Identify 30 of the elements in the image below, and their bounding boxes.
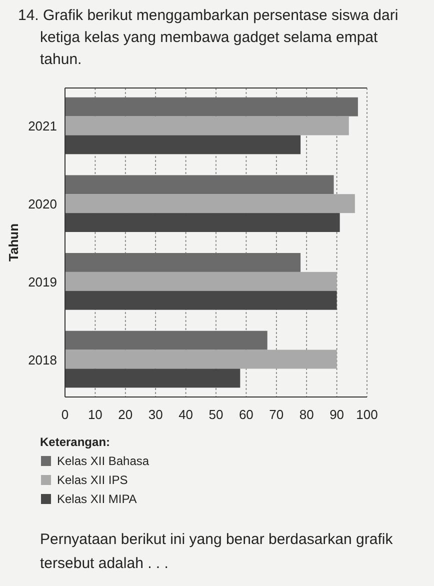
bar bbox=[65, 368, 240, 388]
x-tick-label: 30 bbox=[148, 407, 163, 422]
x-tick-label: 90 bbox=[330, 407, 344, 422]
bar bbox=[65, 135, 301, 154]
bar bbox=[65, 272, 337, 291]
x-tick-label: 70 bbox=[269, 407, 284, 422]
x-tick-label: 100 bbox=[356, 407, 378, 422]
bar bbox=[65, 194, 355, 214]
bar bbox=[65, 290, 337, 310]
x-tick-label: 20 bbox=[118, 407, 133, 422]
chart-title: 14. Grafik berikut menggambarkan persentase siswa dari ketiga kelas yang membawa gadget selama empat tahun. bbox=[18, 7, 398, 68]
x-tick-label: 50 bbox=[208, 407, 224, 422]
x-tick-label: 60 bbox=[238, 407, 254, 422]
x-tick-label: 40 bbox=[178, 407, 194, 422]
y-tick-label: 2019 bbox=[28, 274, 57, 290]
bar bbox=[65, 116, 349, 136]
y-tick-label: 2018 bbox=[28, 352, 57, 368]
y-tick-label: 2020 bbox=[28, 196, 57, 212]
bar bbox=[65, 350, 337, 369]
x-tick-label: 10 bbox=[88, 407, 102, 422]
y-tick-label: 2021 bbox=[28, 118, 57, 134]
legend-label: Kelas XII IPS bbox=[57, 473, 128, 487]
text: Pernyataan berikut ini yang benar berdasarkan grafik tersebut adalah . . . bbox=[40, 531, 394, 572]
y-axis-title: Tahun bbox=[6, 223, 21, 262]
bar bbox=[65, 213, 340, 232]
legend-label: Kelas XII Bahasa bbox=[57, 454, 150, 468]
legend-label: Kelas XII MIPA bbox=[57, 492, 137, 506]
legend-title: Keterangan: bbox=[40, 435, 110, 449]
x-tick-label: 0 bbox=[61, 407, 69, 422]
x-tick-label: 80 bbox=[299, 407, 314, 422]
